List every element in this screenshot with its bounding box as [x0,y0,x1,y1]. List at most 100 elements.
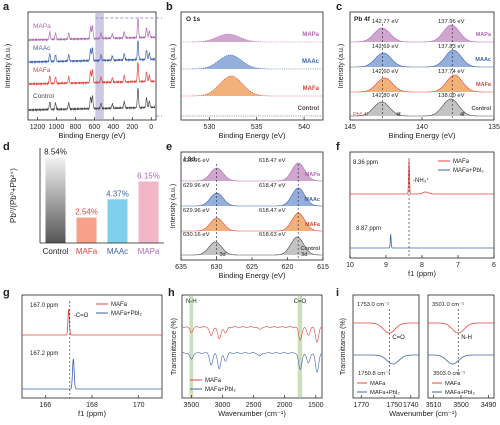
i3d-series-line [181,236,323,256]
x-tick-label: 3490 [481,402,497,409]
x-tick-label: 3500 [184,402,200,409]
x-tick-label: 635 [175,264,187,271]
x-tick-label: 1750 [386,402,402,409]
nmr-series-line [350,233,494,249]
x-tick-label: 140 [416,124,428,131]
x-tick-label: 6 [492,262,496,269]
peak-annotation: 629.96 eV [183,183,210,189]
x-tick-label: 0 [149,124,153,131]
orbital-label: 4f [396,112,401,118]
peak-annotation: 138.00 eV [438,93,465,99]
nmr-series-line [22,308,162,336]
x-tick-label: MAAc [107,247,128,256]
x-tick-label: 3500 [453,402,469,409]
panel-b-frame [180,11,324,121]
nmr-series-line [22,358,162,390]
x-tick-label: 145 [344,124,356,131]
series-label: MAFa [476,82,492,88]
pb4f-series-line [350,74,494,93]
nh-highlight-band [189,296,194,397]
panel-title: O 1s [186,16,200,23]
x-axis-label: Binding Energy (eV) [218,131,286,140]
peak-annotation: 630.16 eV [183,232,210,238]
legend-label: MAFa [453,159,470,165]
survey-series-line [28,40,156,64]
x-tick-label: MAPa [138,247,160,256]
legend-label: MAFa+PbI₂ [205,387,237,393]
bar-value-label: 6.15% [137,172,160,181]
panel-letter: c [336,1,342,13]
pb4f-series-line [350,49,494,68]
series-label: Control [298,106,320,112]
legend-label: MAFa [111,302,128,308]
x-axis-label: Wavenumber (cm⁻¹) [218,409,286,418]
y-axis-label: Intensity (a.u.) [338,44,345,88]
peak-annotation: 3503.0 cm⁻¹ [433,371,465,377]
x-tick-label: 170 [133,402,145,409]
x-tick-label: 625 [246,264,258,271]
series-label: Control [33,93,55,100]
peak-annotation: 618.47 eV [259,158,286,164]
orbital-label: 4f [460,112,465,118]
o1s-series-line [181,75,323,97]
series-label: MAAc [33,45,51,52]
series-label: Control [300,246,320,252]
series-label: MAPa [302,32,319,38]
x-tick-label: 3000 [215,402,231,409]
y-axis-label: Transmittance (%) [171,318,178,375]
bar-value-label: 4.37% [106,189,129,198]
peak-annotation: 137.74 eV [438,69,465,75]
bar [45,157,66,243]
survey-series-line [28,18,156,43]
panel-title: I 3d [184,156,195,163]
peak-annotation: 1750.8 cm⁻¹ [358,371,390,377]
panel-letter: g [3,287,10,299]
o1s-series-line [181,33,323,43]
ftir-zoom-line [353,322,419,334]
legend-label: MAFa+PbI₂ [445,390,475,396]
band-label: C=O [294,299,307,305]
peak-annotation: 3501.0 cm⁻¹ [432,302,464,308]
peak-annotation: 137.96 eV [438,19,465,25]
pb4f-fill-area [350,25,494,42]
legend-label: MAFa [370,381,386,387]
x-tick-label: MAFa [76,247,98,256]
x-tick-label: 1000 [49,124,65,131]
series-label: MAPa [305,172,321,178]
panel-letter: d [3,141,10,153]
legend-label: MAFa [205,378,222,384]
bar-value-label: 2.54% [75,208,98,217]
y-axis-label: Intensity (a.u.) [170,44,177,88]
peak-annotation: 1753.0 cm⁻¹ [357,302,389,308]
x-tick-label: 2000 [277,402,293,409]
x-tick-label: 200 [126,124,138,131]
panel-a-frame [27,11,157,121]
x-tick-label: 166 [39,402,51,409]
pb4f-fill-area [350,50,494,67]
x-tick-label: 615 [317,264,329,271]
group-annotation: -NH₃⁺ [413,177,429,184]
ftir-series-line [182,326,322,343]
series-label: Control [471,106,491,112]
orbital-label: 3d [220,252,226,258]
panel-letter: f [336,141,340,153]
legend-label: MAFa+PbI₂ [370,390,400,396]
x-tick-label: 800 [70,124,82,131]
x-axis-label: f1 (ppm) [78,409,106,418]
panel-title: Pb 4f [354,16,371,23]
x-tick-label: 9 [384,262,388,269]
orbital-label: 3d [301,252,307,258]
y-axis-label: Intensity (a.u.) [5,44,12,88]
x-tick-label: 1200 [30,124,46,131]
co-highlight-band [297,296,303,397]
x-axis-label: Binding Energy (eV) [58,131,126,140]
pb4f-series-line [350,24,494,43]
x-tick-label: 540 [298,124,310,131]
o1s-fill-area [181,55,323,69]
group-annotation: -C=O [74,313,89,319]
group-annotation: N-H [461,335,472,341]
x-tick-label: 600 [89,124,101,131]
pb4f-fill-area [350,75,494,92]
x-tick-label: 135 [488,124,500,131]
